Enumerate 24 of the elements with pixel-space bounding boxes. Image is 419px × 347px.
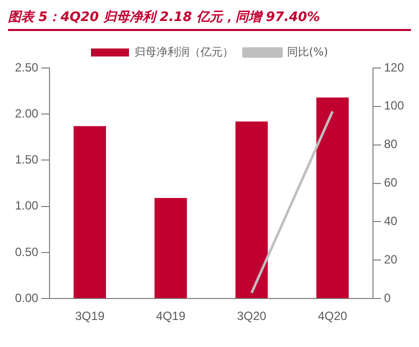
legend-label: 归母净利润（亿元） [134,45,234,58]
x-tick-label: 4Q19 [156,309,186,324]
bar [316,98,349,298]
chart-title: 图表 5：4Q20 归母净利 2.18 亿元，同增 97.40% [8,8,411,31]
y-tick-label: 2.50 [14,60,39,74]
bar [154,198,187,298]
bar [235,122,268,298]
y-tick-label: 2.00 [14,106,39,120]
y2-tick-label: 100 [384,98,404,113]
y-tick-label: 1.00 [14,198,39,213]
x-tick-label: 3Q20 [236,309,267,324]
legend-label: 同比(%) [286,45,328,58]
bar [74,126,106,298]
y2-tick-label: 120 [384,60,404,74]
x-tick-label: 3Q19 [75,309,105,324]
y2-tick-label: 0 [384,290,391,305]
y2-tick-label: 20 [384,252,398,266]
y2-tick-label: 60 [384,176,398,190]
y-tick-label: 1.50 [14,152,39,167]
y-tick-label: 0.00 [14,290,39,305]
y-tick-label: 0.50 [14,244,39,259]
y2-tick-label: 80 [384,137,398,152]
x-tick-label: 4Q20 [318,309,348,324]
y2-tick-label: 40 [384,214,398,228]
